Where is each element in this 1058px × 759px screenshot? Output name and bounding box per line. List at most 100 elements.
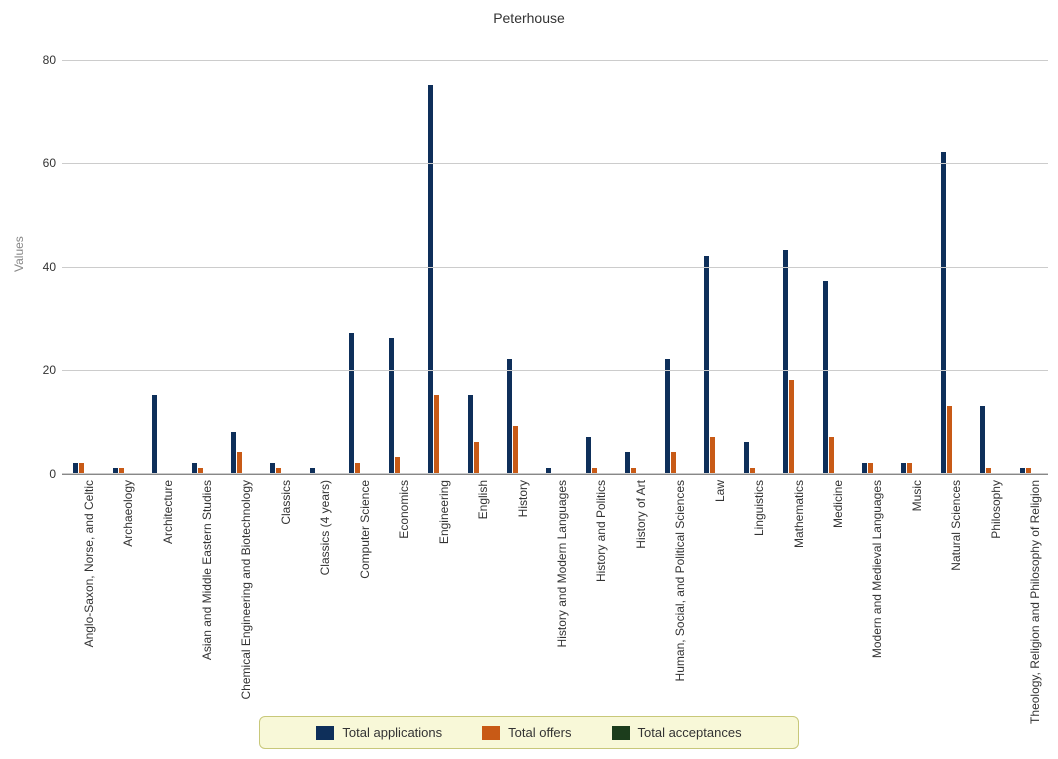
bar	[862, 463, 867, 473]
grid-line	[62, 60, 1048, 61]
category-group	[180, 34, 219, 473]
x-label: Linguistics	[732, 474, 771, 704]
legend-label: Total acceptances	[638, 725, 742, 740]
bar	[789, 380, 794, 473]
bar	[513, 426, 518, 473]
bar	[546, 468, 551, 473]
x-label: History	[496, 474, 535, 704]
x-label-text: Computer Science	[358, 480, 372, 579]
category-group	[378, 34, 417, 473]
x-label-text: Natural Sciences	[949, 480, 963, 571]
x-label: Human, Social, and Political Sciences	[654, 474, 693, 704]
category-group	[772, 34, 811, 473]
category-group	[732, 34, 771, 473]
legend-item: Total offers	[482, 725, 571, 740]
x-label: Law	[693, 474, 732, 704]
legend-swatch	[612, 726, 630, 740]
category-group	[930, 34, 969, 473]
bar	[270, 463, 275, 473]
bar	[947, 406, 952, 473]
category-group	[851, 34, 890, 473]
x-label: Music	[890, 474, 929, 704]
bar	[389, 338, 394, 473]
bar	[468, 395, 473, 473]
category-group	[575, 34, 614, 473]
category-group	[62, 34, 101, 473]
category-group	[614, 34, 653, 473]
category-group	[101, 34, 140, 473]
category-group	[811, 34, 850, 473]
category-group	[693, 34, 732, 473]
bar	[980, 406, 985, 473]
legend-item: Total applications	[316, 725, 442, 740]
x-label: English	[456, 474, 495, 704]
category-group	[141, 34, 180, 473]
bars-row	[62, 34, 1048, 473]
bar	[310, 468, 315, 473]
x-label-text: Anglo-Saxon, Norse, and Celtic	[82, 480, 96, 647]
plot-area	[62, 34, 1048, 474]
x-label: Classics (4 years)	[299, 474, 338, 704]
y-tick: 60	[43, 156, 56, 170]
x-label: Philosophy	[969, 474, 1008, 704]
x-label-text: Classics	[279, 480, 293, 525]
bar	[744, 442, 749, 473]
y-tick: 20	[43, 363, 56, 377]
chart-container: Peterhouse Values 020406080 Anglo-Saxon,…	[10, 10, 1048, 749]
category-group	[456, 34, 495, 473]
bar	[671, 452, 676, 473]
x-label-text: History	[516, 480, 530, 517]
x-label: Natural Sciences	[930, 474, 969, 704]
x-label-text: Law	[713, 480, 727, 502]
bar	[823, 281, 828, 473]
x-label: Modern and Medieval Languages	[851, 474, 890, 704]
category-group	[496, 34, 535, 473]
x-label: Chemical Engineering and Biotechnology	[220, 474, 259, 704]
x-label-text: History of Art	[634, 480, 648, 549]
legend-swatch	[482, 726, 500, 740]
bar	[586, 437, 591, 473]
x-label-text: Archaeology	[121, 480, 135, 547]
x-label: Anglo-Saxon, Norse, and Celtic	[62, 474, 101, 704]
x-label: Medicine	[811, 474, 850, 704]
bar	[704, 256, 709, 473]
x-label-text: Economics	[397, 480, 411, 539]
legend-label: Total offers	[508, 725, 571, 740]
bar	[1026, 468, 1031, 473]
bar	[941, 152, 946, 473]
bar	[231, 432, 236, 473]
bar	[665, 359, 670, 473]
x-label-text: Architecture	[161, 480, 175, 544]
x-label-text: Philosophy	[989, 480, 1003, 539]
bar	[868, 463, 873, 473]
legend-swatch	[316, 726, 334, 740]
bar	[198, 468, 203, 473]
bar	[113, 468, 118, 473]
category-group	[259, 34, 298, 473]
x-label: Theology, Religion and Philosophy of Rel…	[1009, 474, 1048, 704]
bar	[631, 468, 636, 473]
y-tick: 80	[43, 53, 56, 67]
x-label-text: English	[476, 480, 490, 519]
x-label: Classics	[259, 474, 298, 704]
y-tick: 40	[43, 260, 56, 274]
bar	[73, 463, 78, 473]
grid-line	[62, 163, 1048, 164]
grid-line	[62, 267, 1048, 268]
y-tick: 0	[49, 467, 56, 481]
y-axis-label: Values	[10, 34, 26, 474]
x-label-text: Classics (4 years)	[318, 480, 332, 575]
legend-label: Total applications	[342, 725, 442, 740]
x-label-text: Modern and Medieval Languages	[870, 480, 884, 658]
legend-item: Total acceptances	[612, 725, 742, 740]
bar	[349, 333, 354, 473]
x-label-text: Linguistics	[752, 480, 766, 536]
category-group	[654, 34, 693, 473]
bar	[395, 457, 400, 473]
x-label-text: Theology, Religion and Philosophy of Rel…	[1028, 480, 1042, 724]
x-axis-labels: Anglo-Saxon, Norse, and Celtic Archaeolog…	[62, 474, 1048, 704]
bar	[625, 452, 630, 473]
bar	[79, 463, 84, 473]
category-group	[417, 34, 456, 473]
x-label-text: Mathematics	[792, 480, 806, 548]
